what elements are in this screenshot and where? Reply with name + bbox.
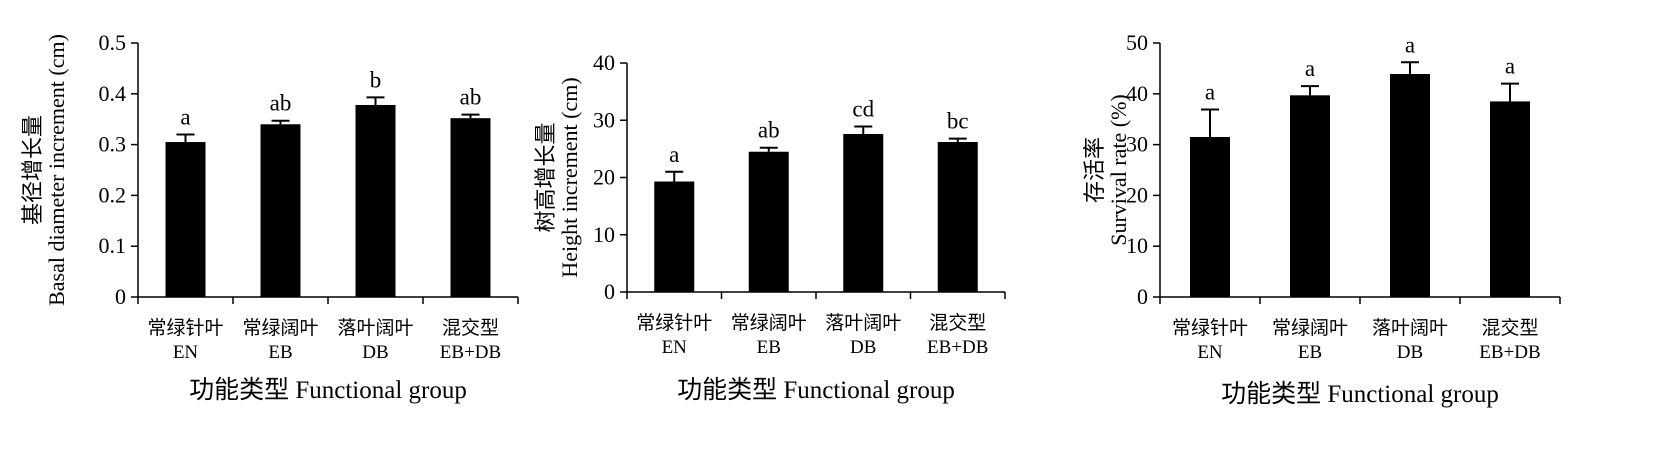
bar [165,142,206,297]
significance-letter: a [180,104,190,129]
x-category-label: 混交型 [442,317,499,339]
bar [1290,95,1330,297]
significance-letter: cd [852,97,874,122]
x-category-label: 常绿针叶 [636,312,712,334]
x-category-code: EN [662,337,688,358]
y-axis-label: 存活率 Survival rate (%) [1082,94,1131,246]
bar [937,142,978,292]
x-category-code: EB [757,337,781,358]
y-tick-label: 0 [115,284,126,309]
x-category-label: 混交型 [1481,317,1538,339]
chart-panel-3: 0 10 20 30 40 50 a 常绿针叶 EN a 常绿阔叶 EB a 落叶阔叶 DB a 混交型 EB+D… [1082,30,1561,408]
x-category-code: EB [268,342,292,363]
significance-letter: b [370,67,382,92]
y-tick-label: 0.4 [99,81,127,106]
bar [654,181,695,292]
y-tick-label: 20 [593,165,615,190]
y-axis-label-cn: 树高增长量 [533,122,558,232]
y-axis-label-en: Basal diameter increment (cm) [44,34,69,306]
y-axis-label: 树高增长量 Height increment (cm) [533,77,582,277]
x-axis-label: 功能类型 Functional group [677,376,955,404]
x-category-label: 落叶阔叶 [825,312,901,334]
y-tick-label: 0.2 [99,182,127,207]
x-category-code: EB+DB [440,342,501,363]
y-tick-label: 0.5 [99,30,127,55]
x-axis-label: 功能类型 Functional group [1221,380,1499,408]
x-category-label: 常绿针叶 [147,317,223,339]
bar [1490,101,1530,297]
bar [1390,73,1430,297]
y-axis-label-cn: 基径增长量 [20,115,45,225]
x-category-label: 常绿针叶 [1172,317,1248,339]
x-category-label: 常绿阔叶 [731,312,807,334]
significance-letter: a [1505,54,1515,79]
y-tick-label: 10 [1126,233,1148,258]
x-category-label: 落叶阔叶 [1372,317,1448,339]
y-tick-label: 30 [1126,132,1148,157]
y-tick-label: 40 [593,50,615,75]
x-category-label: 落叶阔叶 [337,317,413,339]
y-tick-label: 20 [1126,182,1148,207]
y-tick-label: 30 [593,107,615,132]
x-category-code: DB [1397,342,1423,363]
y-tick-label: 0 [604,279,615,304]
y-tick-label: 0 [1137,284,1148,309]
chart-panel-2: 0 10 20 30 40 a 常绿针叶 EN ab 常绿阔叶 EB cd 落叶阔叶 DB bc 混交型 EB+… [533,50,1006,404]
y-tick-label: 0.3 [99,132,127,157]
significance-letter: ab [270,91,292,116]
significance-letter: a [669,142,679,167]
x-category-code: EB+DB [927,337,988,358]
y-tick-label: 0.1 [99,233,127,258]
significance-letter: a [1305,56,1315,81]
y-axis-label-cn: 存活率 [1082,137,1107,203]
x-category-code: DB [362,342,388,363]
significance-letter: ab [460,85,482,110]
bar [843,133,884,292]
significance-letter: a [1205,80,1215,105]
x-axis-label: 功能类型 Functional group [189,376,467,404]
significance-letter: bc [947,109,969,134]
x-category-label: 混交型 [929,312,986,334]
y-axis-label-en: Survival rate (%) [1106,94,1131,246]
y-tick-label: 40 [1126,81,1148,106]
x-category-code: EB [1298,342,1322,363]
y-tick-label: 50 [1126,30,1148,55]
x-category-label: 常绿阔叶 [242,317,318,339]
significance-letter: a [1405,32,1415,57]
bar [748,151,789,292]
x-category-code: EN [173,342,199,363]
x-category-code: DB [850,337,876,358]
x-category-code: EN [1197,342,1223,363]
chart-panel-1: 0 0.1 0.2 0.3 0.4 0.5 a 常绿针叶 EN ab 常绿阔叶 EB b 落叶阔叶 DB ab… [20,30,519,404]
bar [260,124,301,297]
significance-letter: ab [758,118,780,143]
x-category-code: EB+DB [1479,342,1540,363]
bar [1190,136,1230,297]
y-axis-label-en: Height increment (cm) [557,77,582,277]
y-tick-label: 10 [593,222,615,247]
y-axis-label: 基径增长量 Basal diameter increment (cm) [20,34,69,306]
bar [355,104,396,297]
bar [450,118,491,298]
x-category-label: 常绿阔叶 [1272,317,1348,339]
